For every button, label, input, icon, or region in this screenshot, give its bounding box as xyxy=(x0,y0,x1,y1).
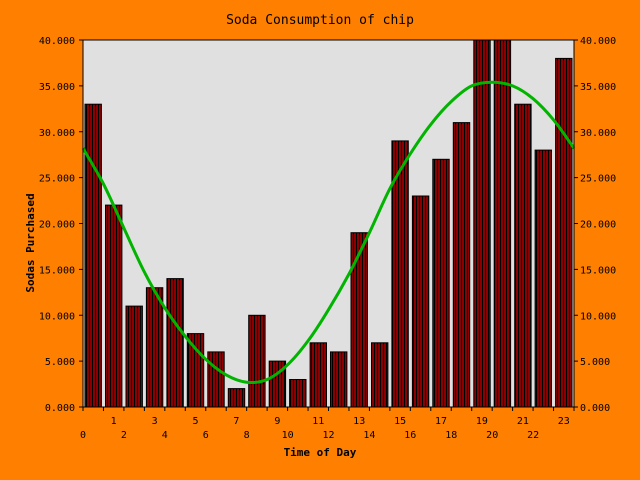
x-tick-label: 16 xyxy=(404,430,416,441)
y-tick-label-right: 5.000 xyxy=(580,357,610,368)
bar xyxy=(473,39,491,408)
y-tick-label-left: 30.000 xyxy=(39,128,75,139)
x-tick-label: 17 xyxy=(435,416,447,427)
line-layer xyxy=(81,80,576,385)
y-tick-label-left: 0.000 xyxy=(45,403,75,414)
x-tick-label: 11 xyxy=(312,416,324,427)
bar xyxy=(248,314,266,408)
x-tick-label: 8 xyxy=(244,430,250,441)
y-tick-label-right: 10.000 xyxy=(580,311,616,322)
x-tick-label: 7 xyxy=(233,416,239,427)
bar xyxy=(105,204,123,408)
bar xyxy=(432,158,450,408)
bar xyxy=(166,278,184,408)
y-tick-label-right: 40.000 xyxy=(580,36,616,47)
y-tick-label-left: 20.000 xyxy=(39,220,75,231)
bar xyxy=(145,287,164,408)
x-tick-label: 23 xyxy=(558,416,570,427)
x-tick-label: 18 xyxy=(445,430,457,441)
x-tick-label: 1 xyxy=(111,416,117,427)
y-tick-label-right: 15.000 xyxy=(580,265,616,276)
bar xyxy=(227,388,246,408)
x-tick-label: 6 xyxy=(203,430,209,441)
plot-area xyxy=(83,40,574,407)
bar xyxy=(555,57,573,408)
x-tick-label: 4 xyxy=(162,430,168,441)
y-tick-label-left: 25.000 xyxy=(39,174,75,185)
x-tick-label: 22 xyxy=(527,430,539,441)
x-tick-label: 21 xyxy=(517,416,529,427)
bar xyxy=(411,195,430,408)
bar xyxy=(84,103,102,408)
x-tick-label: 5 xyxy=(192,416,198,427)
y-axis-title: Sodas Purchased xyxy=(24,193,37,292)
bar xyxy=(207,351,225,408)
y-tick-label-right: 0.000 xyxy=(580,403,610,414)
bar xyxy=(125,305,143,408)
x-tick-label: 10 xyxy=(282,430,294,441)
bar xyxy=(186,333,205,408)
y-tick-label-right: 30.000 xyxy=(580,128,616,139)
x-tick-label: 9 xyxy=(274,416,280,427)
x-tick-label: 12 xyxy=(322,430,334,441)
bar xyxy=(534,149,552,408)
x-tick-label: 14 xyxy=(363,430,375,441)
chart-title: Soda Consumption of chip xyxy=(226,13,414,28)
y-tick-label-right: 20.000 xyxy=(580,220,616,231)
x-tick-label: 15 xyxy=(394,416,406,427)
bar xyxy=(514,103,532,408)
y-tick-label-left: 15.000 xyxy=(39,265,75,276)
x-tick-label: 3 xyxy=(152,416,158,427)
x-tick-label: 2 xyxy=(121,430,127,441)
x-tick-label: 0 xyxy=(80,430,86,441)
bar xyxy=(493,39,512,408)
bars-layer xyxy=(84,39,573,408)
bar xyxy=(452,122,471,408)
y-tick-label-right: 35.000 xyxy=(580,82,616,93)
bar xyxy=(371,342,389,408)
y-tick-label-left: 10.000 xyxy=(39,311,75,322)
bar xyxy=(330,351,348,408)
bar xyxy=(289,379,307,408)
bar xyxy=(350,232,368,408)
y-tick-label-left: 5.000 xyxy=(45,357,75,368)
x-axis-title: Time of Day xyxy=(284,446,357,459)
y-tick-label-left: 40.000 xyxy=(39,36,75,47)
y-tick-label-right: 25.000 xyxy=(580,174,616,185)
bar xyxy=(309,342,328,408)
x-tick-label: 19 xyxy=(476,416,488,427)
x-tick-label: 13 xyxy=(353,416,365,427)
trend-line xyxy=(81,80,576,385)
x-tick-label: 20 xyxy=(486,430,498,441)
y-tick-label-left: 35.000 xyxy=(39,82,75,93)
